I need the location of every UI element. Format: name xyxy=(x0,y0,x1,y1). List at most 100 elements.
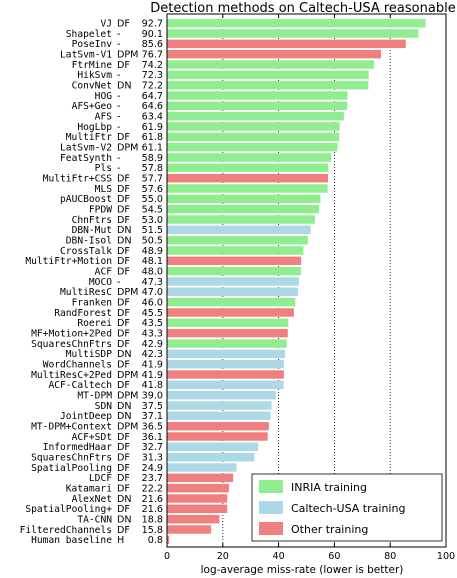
bar xyxy=(167,380,284,390)
bar xyxy=(167,101,348,111)
row-value-label: 76.7 xyxy=(142,49,163,60)
row-method-name: MOCO xyxy=(89,277,112,288)
bar xyxy=(167,401,272,410)
row-method-name: FPDW xyxy=(89,204,112,215)
row-method-name: MultiResC+2Ped xyxy=(31,370,112,381)
row-feature-type: DF xyxy=(117,308,130,319)
row-method-name: MultiSDP xyxy=(66,349,112,360)
row-value-label: 43.3 xyxy=(142,328,163,339)
row-feature-type: - xyxy=(117,277,120,288)
row-feature-type: - xyxy=(117,153,120,164)
row-feature-type: DF xyxy=(117,432,130,443)
row-value-label: 15.8 xyxy=(142,525,163,536)
bar xyxy=(167,432,268,441)
row-feature-type: DF xyxy=(117,132,130,143)
row-feature-type: - xyxy=(117,39,120,50)
row-value-label: 47.3 xyxy=(142,277,163,288)
bar xyxy=(167,442,259,452)
row-feature-type: - xyxy=(117,122,120,133)
row-feature-type: DF xyxy=(117,184,130,195)
x-axis-label: log-average miss-rate (lower is better) xyxy=(201,564,404,576)
legend-box xyxy=(251,473,443,542)
row-feature-type: DF xyxy=(117,60,130,71)
bar xyxy=(167,535,170,545)
row-value-label: 45.5 xyxy=(142,308,163,319)
bar xyxy=(167,256,302,266)
x-tick-label: 0 xyxy=(164,551,170,562)
row-feature-type: DF xyxy=(117,504,130,515)
row-method-name: Franken xyxy=(72,297,112,308)
row-feature-type: DN xyxy=(117,235,132,246)
row-method-name: Shapelet xyxy=(66,29,112,40)
row-method-name: InformedHaar xyxy=(43,442,113,453)
row-method-name: pAUCBoost xyxy=(60,194,112,205)
row-feature-type: DF xyxy=(117,452,130,463)
row-value-label: 90.1 xyxy=(142,29,163,40)
row-method-name: DBN-Isol xyxy=(66,235,112,246)
row-value-label: 85.6 xyxy=(142,39,163,50)
row-feature-type: DPM xyxy=(117,142,138,153)
row-feature-type: DF xyxy=(117,173,130,184)
row-feature-type: DF xyxy=(117,215,130,226)
row-method-name: SquaresChnFtrs xyxy=(31,452,112,463)
row-value-label: 55.0 xyxy=(142,194,163,205)
bar xyxy=(167,297,296,307)
row-value-label: 92.7 xyxy=(142,18,163,29)
bar xyxy=(167,349,286,359)
row-method-name: RandForest xyxy=(54,308,112,319)
row-method-name: FtrMine xyxy=(72,60,113,71)
row-method-name: MultiFtr+CSS xyxy=(43,173,113,184)
bar xyxy=(167,29,419,38)
row-value-label: 57.7 xyxy=(142,173,163,184)
row-feature-type: DF xyxy=(117,359,130,370)
bar xyxy=(167,194,321,204)
row-method-name: FeatSynth xyxy=(60,153,112,164)
bar xyxy=(167,370,284,379)
row-method-name: Human baseline xyxy=(31,535,112,546)
row-method-name: SpatialPooling+ xyxy=(25,504,112,515)
row-feature-type: DF xyxy=(117,525,130,536)
bar xyxy=(167,235,308,245)
row-method-name: LatSvm-V1 xyxy=(60,49,112,60)
row-feature-type: DF xyxy=(117,266,130,277)
row-feature-type: DN xyxy=(117,411,132,422)
legend-label: Caltech-USA training xyxy=(291,502,405,515)
row-feature-type: DPM xyxy=(117,49,138,60)
row-value-label: 37.5 xyxy=(142,401,163,412)
bar xyxy=(167,494,228,503)
row-value-label: 41.9 xyxy=(142,370,163,381)
row-method-name: Pls xyxy=(95,163,112,174)
row-value-label: 64.6 xyxy=(142,101,163,112)
row-method-name: ACF+SDt xyxy=(72,432,112,443)
x-tick-label: 60 xyxy=(328,551,340,562)
bar xyxy=(167,473,234,483)
row-method-name: AlexNet xyxy=(72,494,112,505)
row-value-label: 46.0 xyxy=(142,297,163,308)
row-method-name: HOG xyxy=(95,91,113,102)
row-feature-type: DN xyxy=(117,225,132,236)
row-feature-type: DF xyxy=(117,194,130,205)
row-value-label: 41.9 xyxy=(142,359,163,370)
bar xyxy=(167,287,299,297)
bar xyxy=(167,111,344,121)
bar xyxy=(167,421,269,431)
row-method-name: MultiFtr xyxy=(66,132,112,143)
bar xyxy=(167,390,276,400)
row-value-label: 42.9 xyxy=(142,339,163,350)
row-value-label: 32.7 xyxy=(142,442,163,453)
row-method-name: Katamari xyxy=(66,483,112,494)
row-value-label: 23.7 xyxy=(142,473,163,484)
row-method-name: SDN xyxy=(95,401,113,412)
row-value-label: 48.0 xyxy=(142,266,163,277)
row-value-label: 58.9 xyxy=(142,153,163,164)
row-feature-type: DF xyxy=(117,328,130,339)
row-method-name: AFS+Geo xyxy=(72,101,113,112)
row-value-label: 61.8 xyxy=(142,132,163,143)
bar xyxy=(167,215,315,224)
row-value-label: 72.2 xyxy=(142,80,163,91)
bar xyxy=(167,463,237,472)
bar xyxy=(167,246,304,255)
row-method-name: AFS xyxy=(95,111,113,122)
bar xyxy=(167,60,375,69)
row-method-name: SquaresChnFtrs xyxy=(31,339,112,350)
